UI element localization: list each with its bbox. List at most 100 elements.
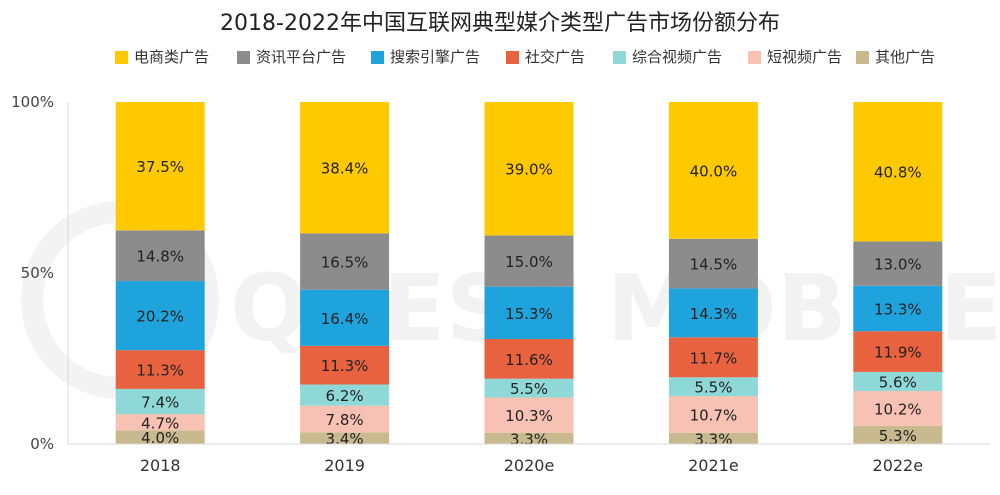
bar-segment: [300, 233, 390, 290]
bar-segment: [853, 102, 943, 242]
legend-swatch: [856, 51, 869, 64]
data-label: 40.8%: [874, 164, 922, 182]
bar-stack: 4.0%4.7% 7.4% 11.3% 20.2% 14.8% 37.5%: [115, 102, 205, 447]
bar-segment: [853, 285, 943, 332]
bar-segment: [300, 405, 390, 433]
x-tick-label: 2020e: [504, 456, 555, 475]
bar-segment: [668, 396, 758, 433]
bar-stack: 3.3% 10.3% 5.5% 11.6% 15.3% 15.0% 39.0%: [484, 102, 574, 448]
data-label: 16.4%: [321, 310, 369, 328]
bar-stack: 3.4%7.8% 6.2% 11.3% 16.4% 16.5% 38.4%: [300, 102, 390, 448]
y-tick-label: 50%: [21, 264, 54, 282]
legend-item: 其他广告: [856, 48, 935, 66]
legend-label: 资讯平台广告: [256, 48, 346, 66]
legend: 电商类广告 资讯平台广告 搜索引擎广告 社交广告 综合视频广告 短视频广告 其他广告: [115, 48, 935, 66]
x-axis: 2018 2019 2020e 2021e 2022e: [68, 443, 990, 475]
legend-item: 资讯平台广告: [237, 48, 346, 66]
legend-label: 综合视频广告: [632, 48, 722, 66]
bar-segment: [300, 345, 390, 385]
data-label: 14.3%: [690, 305, 738, 323]
data-label: 37.5%: [136, 158, 184, 176]
data-label: 7.8%: [326, 411, 364, 429]
data-label: 11.7%: [690, 349, 738, 367]
bar-segment: [853, 391, 943, 426]
legend-item: 搜索引擎广告: [371, 48, 480, 66]
y-tick-label: 100%: [11, 93, 54, 111]
data-label: 4.7%: [141, 414, 179, 432]
bar-segment: [484, 235, 574, 287]
legend-label: 社交广告: [525, 48, 585, 66]
data-label: 11.9%: [874, 344, 922, 362]
data-label: 3.4%: [326, 430, 364, 448]
data-label: 15.0%: [505, 253, 553, 271]
bar-segment: [300, 384, 390, 406]
data-label: 15.3%: [505, 305, 553, 323]
bar-segment: [668, 377, 758, 397]
data-label: 11.3%: [136, 362, 184, 380]
bar-segment: [300, 432, 390, 444]
legend-swatch: [371, 51, 384, 64]
x-tick-label: 2019: [324, 456, 365, 475]
data-label: 39.0%: [505, 161, 553, 179]
bar-segment: [668, 432, 758, 444]
legend-swatch: [506, 51, 519, 64]
y-tick-label: 0%: [30, 435, 54, 453]
bar-segment: [668, 288, 758, 338]
data-label: 11.6%: [505, 351, 553, 369]
data-label: 6.2%: [326, 387, 364, 405]
bar-segment: [115, 350, 205, 389]
legend-label: 电商类广告: [134, 48, 209, 66]
bar-segment: [853, 371, 943, 392]
legend-item: 电商类广告: [115, 48, 209, 66]
bar-segment: [484, 339, 574, 379]
legend-label: 其他广告: [875, 48, 935, 66]
legend-item: 短视频广告: [748, 48, 842, 66]
legend-swatch: [613, 51, 626, 64]
bar-segment: [484, 102, 574, 236]
data-label: 10.3%: [505, 407, 553, 425]
bar-segment: [668, 337, 758, 378]
bar-segment: [300, 102, 390, 234]
bar-segment: [853, 241, 943, 286]
bar-stack: 5.3% 10.2% 5.6% 11.9% 13.3% 13.0% 40.8%: [853, 102, 943, 445]
bar-segment: [115, 102, 205, 231]
bar-segment: [484, 378, 574, 398]
x-tick-label: 2022e: [873, 456, 924, 475]
data-label: 5.5%: [694, 379, 732, 397]
data-label: 5.6%: [879, 373, 917, 391]
legend-label: 短视频广告: [767, 48, 842, 66]
x-tick-label: 2018: [140, 456, 181, 475]
bar-stack: 3.3% 10.7% 5.5% 11.7% 14.3% 14.5% 40.0%: [668, 102, 758, 448]
bar-segment: [484, 432, 574, 444]
data-label: 20.2%: [136, 308, 184, 326]
data-label: 14.5%: [690, 256, 738, 274]
bars: 4.0%4.7% 7.4% 11.3% 20.2% 14.8% 37.5% 3.4%7.8%…: [115, 102, 943, 448]
chart-title: 2018-2022年中国互联网典型媒介类型广告市场份额分布: [220, 11, 780, 36]
bar-segment: [484, 286, 574, 340]
data-label: 10.2%: [874, 400, 922, 418]
legend-swatch: [237, 51, 250, 64]
bar-segment: [668, 102, 758, 239]
data-label: 40.0%: [690, 162, 738, 180]
data-label: 14.8%: [136, 248, 184, 266]
bar-segment: [115, 388, 205, 415]
data-label: 16.5%: [321, 254, 369, 272]
data-label: 5.3%: [879, 427, 917, 445]
legend-swatch: [115, 51, 128, 64]
legend-label: 搜索引擎广告: [390, 48, 480, 66]
bar-segment: [115, 230, 205, 282]
legend-item: 综合视频广告: [613, 48, 722, 66]
x-tick-label: 2021e: [688, 456, 739, 475]
bar-segment: [668, 238, 758, 289]
bar-segment: [115, 281, 205, 351]
bar-segment: [853, 425, 943, 444]
data-label: 7.4%: [141, 394, 179, 412]
data-label: 13.0%: [874, 256, 922, 274]
y-axis: 0% 50% 100%: [11, 93, 69, 453]
legend-swatch: [748, 51, 761, 64]
data-label: 3.3%: [510, 430, 548, 448]
data-label: 11.3%: [321, 357, 369, 375]
bar-segment: [300, 289, 390, 346]
